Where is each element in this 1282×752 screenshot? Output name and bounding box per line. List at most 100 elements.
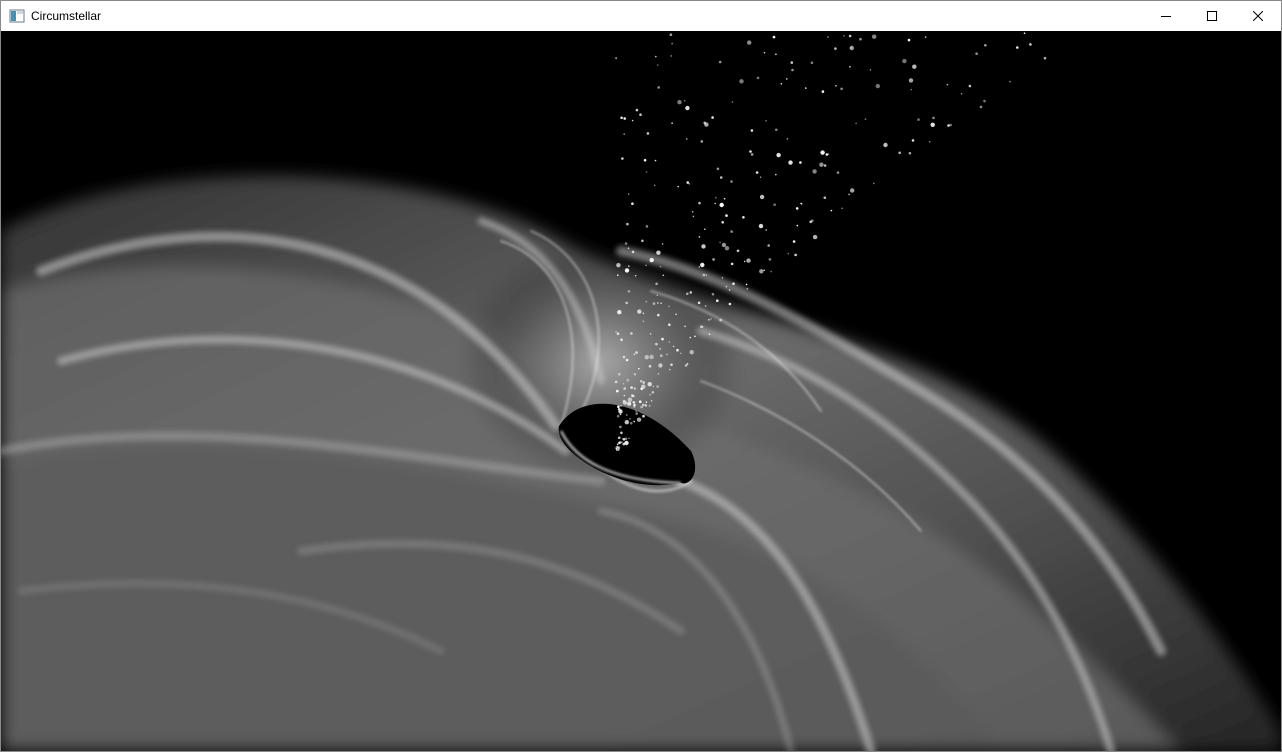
- particle: [724, 246, 730, 251]
- particle: [1016, 46, 1019, 49]
- particle: [615, 445, 620, 451]
- particle: [745, 283, 748, 286]
- particle: [645, 171, 648, 173]
- particle: [917, 118, 920, 121]
- particle: [622, 355, 626, 359]
- particle: [627, 193, 630, 195]
- particle: [691, 211, 694, 213]
- particle: [642, 381, 645, 384]
- particle: [652, 385, 655, 388]
- particle: [656, 294, 659, 297]
- window-title: Circumstellar: [31, 9, 102, 23]
- particle: [1009, 80, 1011, 83]
- particle: [714, 202, 716, 205]
- particle: [617, 310, 622, 315]
- particle: [949, 123, 952, 127]
- particle: [859, 37, 862, 41]
- particle: [759, 176, 762, 178]
- particle: [907, 38, 911, 42]
- particle: [628, 437, 630, 440]
- particle: [749, 150, 752, 153]
- particle: [632, 401, 636, 404]
- particle: [637, 309, 642, 314]
- particle: [683, 99, 686, 102]
- particle: [725, 214, 728, 217]
- particle: [730, 262, 734, 266]
- particle: [731, 101, 734, 103]
- particle: [721, 221, 724, 224]
- particle: [645, 264, 647, 267]
- close-button[interactable]: [1235, 1, 1281, 31]
- particle: [621, 441, 623, 444]
- particle: [657, 86, 660, 89]
- particle: [633, 387, 637, 390]
- particle: [624, 437, 628, 441]
- particle: [684, 325, 686, 328]
- particle: [668, 341, 671, 343]
- particle: [656, 250, 661, 255]
- particle: [627, 290, 631, 293]
- particle: [686, 292, 689, 296]
- particle: [742, 216, 745, 219]
- particle: [616, 389, 619, 393]
- particle: [623, 117, 626, 120]
- particle: [617, 446, 621, 450]
- particle: [661, 243, 664, 245]
- particle: [932, 116, 935, 120]
- particle: [646, 132, 650, 135]
- particle: [819, 162, 824, 167]
- particle: [645, 225, 649, 228]
- minimize-button[interactable]: [1143, 1, 1189, 31]
- particle: [772, 35, 776, 39]
- particle: [677, 100, 682, 105]
- particle: [616, 446, 619, 448]
- particle: [650, 400, 653, 402]
- particle: [615, 331, 617, 333]
- particle: [617, 436, 621, 440]
- particle: [719, 176, 723, 179]
- particle: [666, 353, 668, 356]
- particle: [648, 405, 651, 407]
- particle: [898, 151, 901, 155]
- particle: [629, 421, 633, 425]
- particle: [1023, 32, 1026, 34]
- particle: [638, 367, 640, 370]
- close-icon: [1253, 11, 1263, 21]
- particle: [689, 350, 694, 355]
- particle: [746, 258, 751, 263]
- particle: [746, 288, 749, 290]
- particle: [701, 244, 706, 249]
- particle: [698, 201, 701, 205]
- particle: [725, 285, 728, 288]
- particle: [658, 363, 663, 368]
- particle: [616, 449, 618, 452]
- particle: [791, 68, 794, 72]
- particle: [689, 291, 693, 294]
- particle: [627, 247, 630, 249]
- render-viewport[interactable]: [1, 31, 1281, 751]
- particle: [743, 260, 746, 263]
- particle: [827, 36, 829, 38]
- particle: [708, 319, 710, 321]
- particle: [685, 105, 690, 111]
- particle: [801, 203, 803, 205]
- particle: [960, 93, 963, 95]
- title-bar[interactable]: Circumstellar: [1, 1, 1281, 31]
- particle: [758, 223, 764, 229]
- particle: [633, 353, 636, 356]
- particle: [649, 257, 654, 263]
- particle: [875, 83, 880, 89]
- particle: [657, 313, 660, 317]
- particle: [736, 249, 740, 253]
- maximize-button[interactable]: [1189, 1, 1235, 31]
- particle: [657, 373, 660, 375]
- particle: [773, 203, 776, 206]
- particle: [617, 274, 619, 276]
- particle: [756, 76, 760, 80]
- particle: [684, 364, 688, 367]
- particle: [647, 382, 652, 387]
- particle: [622, 382, 625, 385]
- particle: [796, 224, 799, 227]
- particle: [642, 312, 645, 315]
- particle: [809, 220, 812, 224]
